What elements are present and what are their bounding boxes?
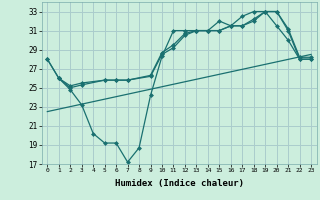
X-axis label: Humidex (Indice chaleur): Humidex (Indice chaleur) [115,179,244,188]
